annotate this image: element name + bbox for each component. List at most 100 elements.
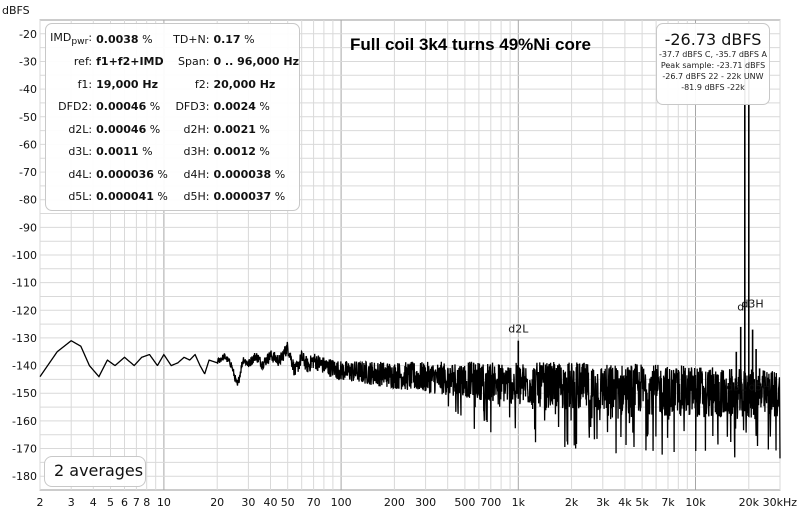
stats-row: DFD2: 0.00046 % DFD3: 0.0024 % [48,96,299,119]
stats-row: d3L: 0.0011 % d3H: 0.0012 % [48,141,299,164]
level-readout-line: Peak sample: -23.71 dBFS [660,61,766,70]
x-tick-label: 200 [384,496,405,509]
stat-value: 0.000038 % [213,167,286,181]
stat-key: d2H: [183,122,210,136]
stat-value: 0.000036 % [96,167,168,181]
x-tick-label: 20k [739,496,760,509]
y-tick-label: -30 [19,56,37,69]
stats-table: IMDpwr: 0.0038 % TD+N: 0.17 % ref: f1+f2+IMD S… [48,28,299,208]
stat-value: 0.0021 % [213,122,270,136]
x-tick-label: 6 [121,496,128,509]
harmonic-marker-label: d3H [741,298,763,311]
averages-badge[interactable]: 2 averages [44,456,146,487]
stat-key: d2L: [68,122,93,136]
y-tick-label: -60 [19,138,37,151]
y-tick-label: -130 [12,332,37,345]
x-tick-label: 8 [143,496,150,509]
y-axis-unit-label: dBFS [2,4,30,17]
y-tick-label: -80 [19,194,37,207]
stat-key: d4L: [68,167,93,181]
y-tick-label: -90 [19,221,37,234]
stat-value: 0 .. 96,000 Hz [213,55,299,69]
stat-key: f1: [77,77,93,91]
stats-row: d4L: 0.000036 % d4H: 0.000038 % [48,163,299,186]
y-tick-label: -70 [19,166,37,179]
y-tick-label: -150 [12,387,37,400]
x-tick-label: 30 [241,496,255,509]
x-tick-label: 4 [90,496,97,509]
stats-row: IMDpwr: 0.0038 % TD+N: 0.17 % [48,28,299,51]
y-tick-label: -170 [12,443,37,456]
x-tick-label: 4k [618,496,632,509]
stat-key: d5H: [183,190,210,204]
level-readout-line: -81.9 dBFS -22k [681,83,745,92]
level-readout-value: -26.73 dBFS [664,30,762,49]
spectral-peaks: d2L [508,53,761,399]
stats-row: d5L: 0.000041 % d5H: 0.000037 % [48,186,299,209]
x-tick-label: 40 [264,496,278,509]
x-tick-label: 2k [565,496,579,509]
stat-value: 0.0011 % [96,145,153,159]
x-tick-label: 20 [210,496,224,509]
stats-row: f1: 19,000 Hz f2: 20,000 Hz [48,73,299,96]
y-tick-labels: -20 -30 -40 -50 -60 -70 -80 -90 -100 -110 -120 -130… [12,28,37,483]
stat-key: DFD2: [58,100,93,114]
stat-key: ref: [73,55,93,69]
measurement-stats-panel: IMDpwr: 0.0038 % TD+N: 0.17 % ref: f1+f2+IMD S… [45,23,300,211]
harmonic-marker-label: d [737,300,744,313]
stat-value: 0.0012 % [213,145,270,159]
stat-key: d4H: [183,167,210,181]
x-tick-label: 1k [512,496,526,509]
stat-key: Span: [178,55,210,69]
stat-value: 0.00046 % [96,122,161,136]
stat-value: 0.0024 % [213,100,270,114]
stat-value: f1+f2+IMD [96,55,164,69]
y-tick-label: -100 [12,249,37,262]
x-tick-label: 7k [661,496,675,509]
x-tick-label: 10 [157,496,171,509]
y-tick-label: -40 [19,83,37,96]
y-tick-label: -180 [12,470,37,483]
level-readout-line: -37.7 dBFS C, -35.7 dBFS A [659,50,767,59]
y-tick-label: -50 [19,111,37,124]
x-tick-label: 300 [415,496,436,509]
harmonic-marker-label: d5H [748,381,770,394]
x-tick-labels: 2 3 4 5 6 7 8 10 20 30 40 50 70 100 200 300 500 700 1k 2k 3k… [37,496,798,509]
x-tick-label: 2 [37,496,44,509]
x-tick-label: 3k [596,496,610,509]
x-tick-label: 70 [307,496,321,509]
chart-title: Full coil 3k4 turns 49%Ni core [350,35,591,54]
stat-key: d3L: [68,145,93,159]
y-tick-label: -160 [12,415,37,428]
stat-key: IMDpwr: [50,31,93,48]
stat-value: 19,000 Hz [96,77,159,91]
stats-row: d2L: 0.00046 % d2H: 0.0021 % [48,118,299,141]
x-tick-label: 30kHz [763,496,798,509]
stats-row: ref: f1+f2+IMD Span: 0 .. 96,000 Hz [48,51,299,74]
x-tick-label: 3 [68,496,75,509]
y-tick-label: -110 [12,277,37,290]
x-tick-label: 7 [133,496,140,509]
stat-value: 0.000037 % [213,190,286,204]
peak-label: d2L [508,323,529,336]
y-tick-label: -20 [19,28,37,41]
stat-key: d3H: [183,145,210,159]
x-tick-label: 50 [281,496,295,509]
harmonic-marker-label: d5L [726,381,747,394]
stat-value: 20,000 Hz [213,77,276,91]
stat-key: f2: [194,77,210,91]
level-readout-panel: -26.73 dBFS -37.7 dBFS C, -35.7 dBFS A P… [656,23,770,105]
stat-key: TD+N: [173,32,210,46]
level-readout-line: -26.7 dBFS 22 - 22k UNW [662,72,764,81]
stat-key: d5L: [68,190,93,204]
y-tick-label: -120 [12,304,37,317]
x-tick-label: 5 [107,496,114,509]
stat-key-subscript: pwr [71,36,89,48]
x-tick-label: 700 [480,496,501,509]
stat-key: DFD3: [175,100,210,114]
x-tick-label: 5k [635,496,649,509]
x-tick-label: 500 [454,496,475,509]
spectrum-trace [39,340,781,459]
y-tick-label: -140 [12,360,37,373]
